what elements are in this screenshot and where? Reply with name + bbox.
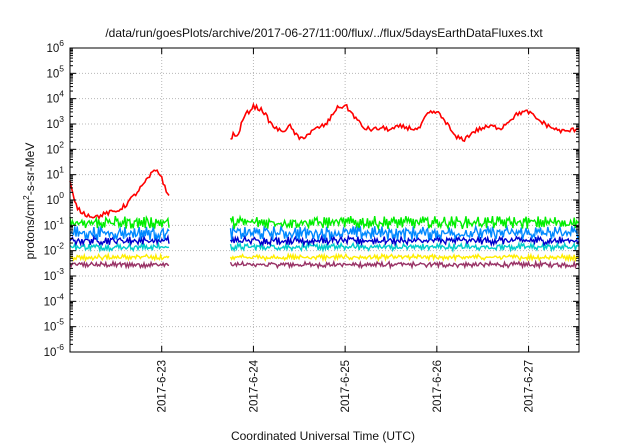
series-line <box>229 223 580 242</box>
y-tick-label: 10-3 <box>44 266 65 283</box>
y-tick-labels: 106 105 104 103 102 101 100 10-1 10-2 10-3 10-4 10-… <box>44 38 65 359</box>
x-tick-label: 2017-6-26 <box>432 360 444 412</box>
y-tick-label: 103 <box>46 114 64 131</box>
y-tick-label: 102 <box>46 139 64 156</box>
series-line <box>69 169 170 220</box>
x-tick-label: 2017-6-23 <box>157 360 169 412</box>
series-line <box>229 252 580 263</box>
series-line <box>229 214 580 232</box>
y-tick-label: 105 <box>46 63 64 80</box>
chart-title: /data/run/goesPlots/archive/2017-06-27/1… <box>105 26 543 40</box>
y-tick-label: 101 <box>46 165 64 182</box>
data-series <box>69 102 580 270</box>
x-tick-label: 2017-6-27 <box>524 360 536 412</box>
series-line <box>69 240 170 253</box>
y-tick-label: 10-1 <box>44 215 65 232</box>
y-tick-label: 104 <box>46 89 64 106</box>
series-line <box>230 102 580 143</box>
series-line <box>69 214 170 229</box>
series-line <box>69 233 170 247</box>
series-line <box>229 259 580 270</box>
y-tick-label: 10-5 <box>44 317 65 334</box>
y-tick-label: 10-6 <box>44 342 65 359</box>
grid-lines <box>70 48 579 352</box>
y-tick-label: 10-4 <box>44 291 65 308</box>
series-line <box>229 240 580 254</box>
series-line <box>69 259 170 270</box>
x-tick-label: 2017-6-24 <box>248 359 260 412</box>
x-axis-title: Coordinated Universal Time (UTC) <box>231 429 415 443</box>
y-tick-label: 100 <box>46 190 64 207</box>
axis-ticks <box>70 47 579 353</box>
x-tick-labels: 2017-6-23 2017-6-24 2017-6-25 2017-6-26 2017… <box>157 359 536 412</box>
y-axis-title: protons/cm2-s-sr-MeV <box>21 143 37 260</box>
y-tick-label: 10-2 <box>44 241 65 258</box>
y-tick-label: 106 <box>46 38 64 55</box>
series-line <box>69 225 170 242</box>
series-line <box>69 252 170 263</box>
x-tick-label: 2017-6-25 <box>340 360 352 412</box>
